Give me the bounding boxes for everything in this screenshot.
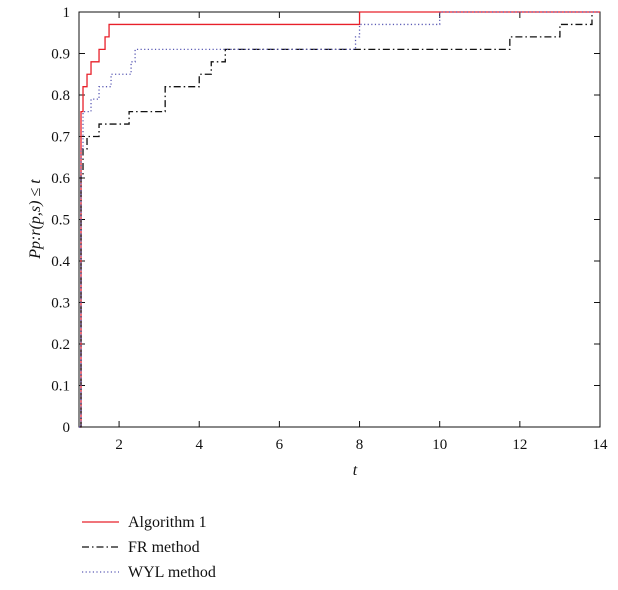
y-tick-label: 0.2 [51,337,70,353]
x-axis-label: t [353,462,358,479]
legend: Algorithm 1 FR method WYL method [82,514,216,581]
y-tick-label: 0.9 [51,47,70,63]
series-line-wyl-method [79,11,600,428]
y-tick-label: 0 [63,420,71,436]
legend-label: FR method [128,539,200,556]
series-line-fr-method [79,12,593,428]
y-axis-ticks: 0 0.1 0.2 0.3 0.4 0.5 0.6 0.7 0.8 0.9 1 [51,5,600,436]
plot-area: 2 4 6 8 10 12 14 0 0.1 0.2 0.3 0.4 0.5 0.6 0.7 0.8 0.9 1 [51,5,608,453]
y-tick-label: 0.3 [51,296,70,312]
legend-label: WYL method [128,564,216,581]
y-tick-label: 0.7 [51,130,70,146]
series-line-algorithm-1 [79,11,600,428]
x-tick-label: 10 [432,437,447,453]
x-tick-label: 8 [356,437,364,453]
x-tick-label: 4 [195,437,203,453]
plot-frame [78,11,601,428]
legend-label: Algorithm 1 [128,514,207,531]
x-tick-label: 2 [115,437,123,453]
y-tick-label: 0.5 [51,213,70,229]
y-tick-label: 1 [63,5,71,21]
x-tick-label: 14 [593,437,609,453]
y-tick-label: 0.4 [51,254,70,270]
x-axis-ticks: 2 4 6 8 10 12 14 [115,12,608,453]
series-lines [79,11,600,428]
y-tick-label: 0.8 [51,88,70,104]
x-tick-label: 6 [276,437,284,453]
y-axis-label: Pp:r(p,s) ≤ t [27,179,44,260]
y-tick-label: 0.1 [51,379,70,395]
y-tick-label: 0.6 [51,171,70,187]
x-tick-label: 12 [512,437,527,453]
